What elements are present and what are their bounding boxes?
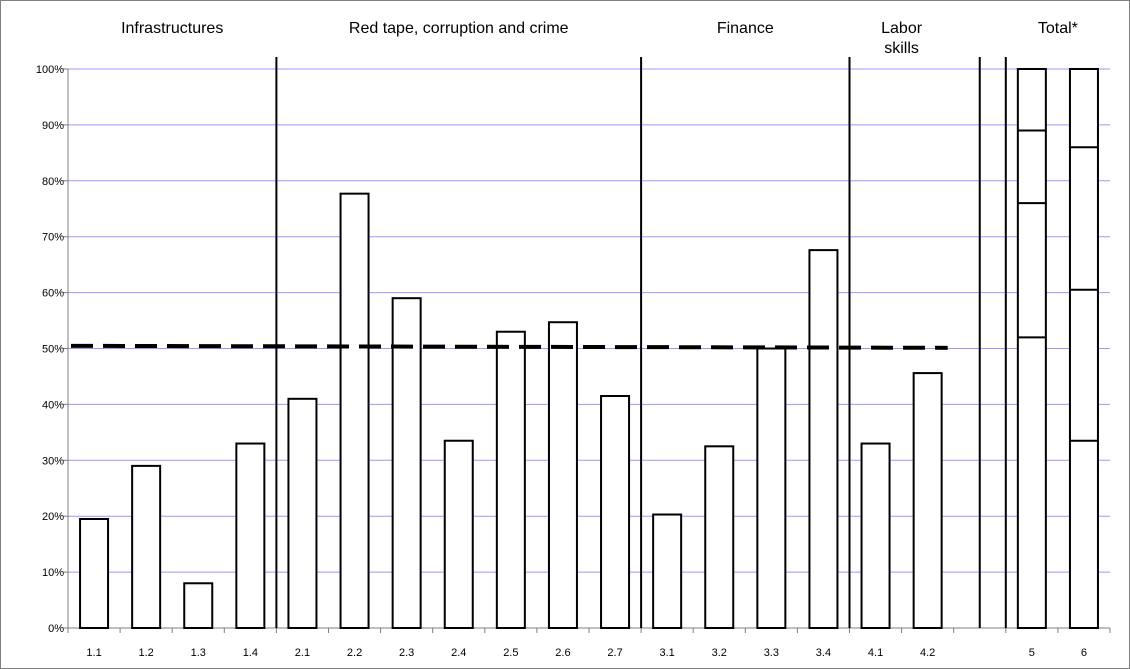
group-dividers <box>275 57 1007 628</box>
labels: 0% 10% 20% 30% 40% 50% 60% 70% 80% 90% 100% 1.1 1.2 1… <box>36 20 1087 659</box>
group-label: Red tape, corruption and crime <box>349 20 569 37</box>
x-tick-label: 4.1 <box>868 647 883 659</box>
bar-4.2 <box>912 372 943 630</box>
bar-2.5 <box>495 330 526 629</box>
x-tick-label: 1.3 <box>191 647 206 659</box>
x-tick-label: 1.1 <box>86 647 101 659</box>
gridlines <box>68 68 1110 573</box>
x-tick-label: 5 <box>1029 647 1035 659</box>
y-tick-label: 60% <box>42 288 64 300</box>
group-label: Infrastructures <box>121 20 223 37</box>
x-tick-label: 3.3 <box>764 647 779 659</box>
x-tick-label: 2.2 <box>347 647 362 659</box>
bar-2.3 <box>391 297 422 629</box>
bar-3.3 <box>756 347 787 629</box>
y-tick-label: 10% <box>42 567 64 579</box>
bar-5 <box>1016 68 1047 629</box>
x-tick-label: 2.7 <box>607 647 622 659</box>
bar-1.1 <box>79 517 110 629</box>
x-tick-label: 1.2 <box>139 647 154 659</box>
bar-4.1 <box>860 442 891 629</box>
bar-6 <box>1068 68 1099 629</box>
bar-3.4 <box>808 249 839 629</box>
bar-2.1 <box>287 397 318 629</box>
y-tick-label: 70% <box>42 232 64 244</box>
y-tick-label: 80% <box>42 176 64 188</box>
x-tick-label: 2.4 <box>451 647 466 659</box>
y-tick-label: 50% <box>42 344 64 356</box>
y-tick-label: 90% <box>42 120 64 132</box>
x-tick-label: 3.1 <box>660 647 675 659</box>
y-tick-label: 100% <box>36 64 64 76</box>
x-tick-label: 2.3 <box>399 647 414 659</box>
bar-2.7 <box>600 395 631 630</box>
x-tick-label: 4.2 <box>920 647 935 659</box>
bar-3.2 <box>704 445 735 630</box>
x-tick-label: 3.2 <box>712 647 727 659</box>
axes <box>63 68 1111 633</box>
bar-3.1 <box>652 513 683 630</box>
bar-1.4 <box>235 442 266 629</box>
group-label: Finance <box>717 20 774 37</box>
group-label: Total* <box>1038 20 1078 37</box>
x-tick-label: 2.1 <box>295 647 310 659</box>
bar-2.4 <box>443 439 474 629</box>
bar-1.2 <box>131 464 162 630</box>
x-tick-label: 3.4 <box>816 647 831 659</box>
bar-2.6 <box>547 321 578 629</box>
x-tick-label: 2.5 <box>503 647 518 659</box>
reference-line-group <box>70 343 948 350</box>
y-tick-label: 20% <box>42 511 64 523</box>
bars <box>79 68 1099 630</box>
x-tick-label: 2.6 <box>555 647 570 659</box>
group-label: skills <box>884 40 919 57</box>
group-label: Labor <box>881 20 923 37</box>
bar-2.2 <box>339 192 370 629</box>
reference-line <box>70 343 948 350</box>
y-tick-label: 30% <box>42 455 64 467</box>
y-tick-label: 0% <box>48 623 64 635</box>
x-tick-label: 1.4 <box>243 647 258 659</box>
bar-1.3 <box>183 582 214 630</box>
y-tick-label: 40% <box>42 399 64 411</box>
x-tick-label: 6 <box>1081 647 1087 659</box>
